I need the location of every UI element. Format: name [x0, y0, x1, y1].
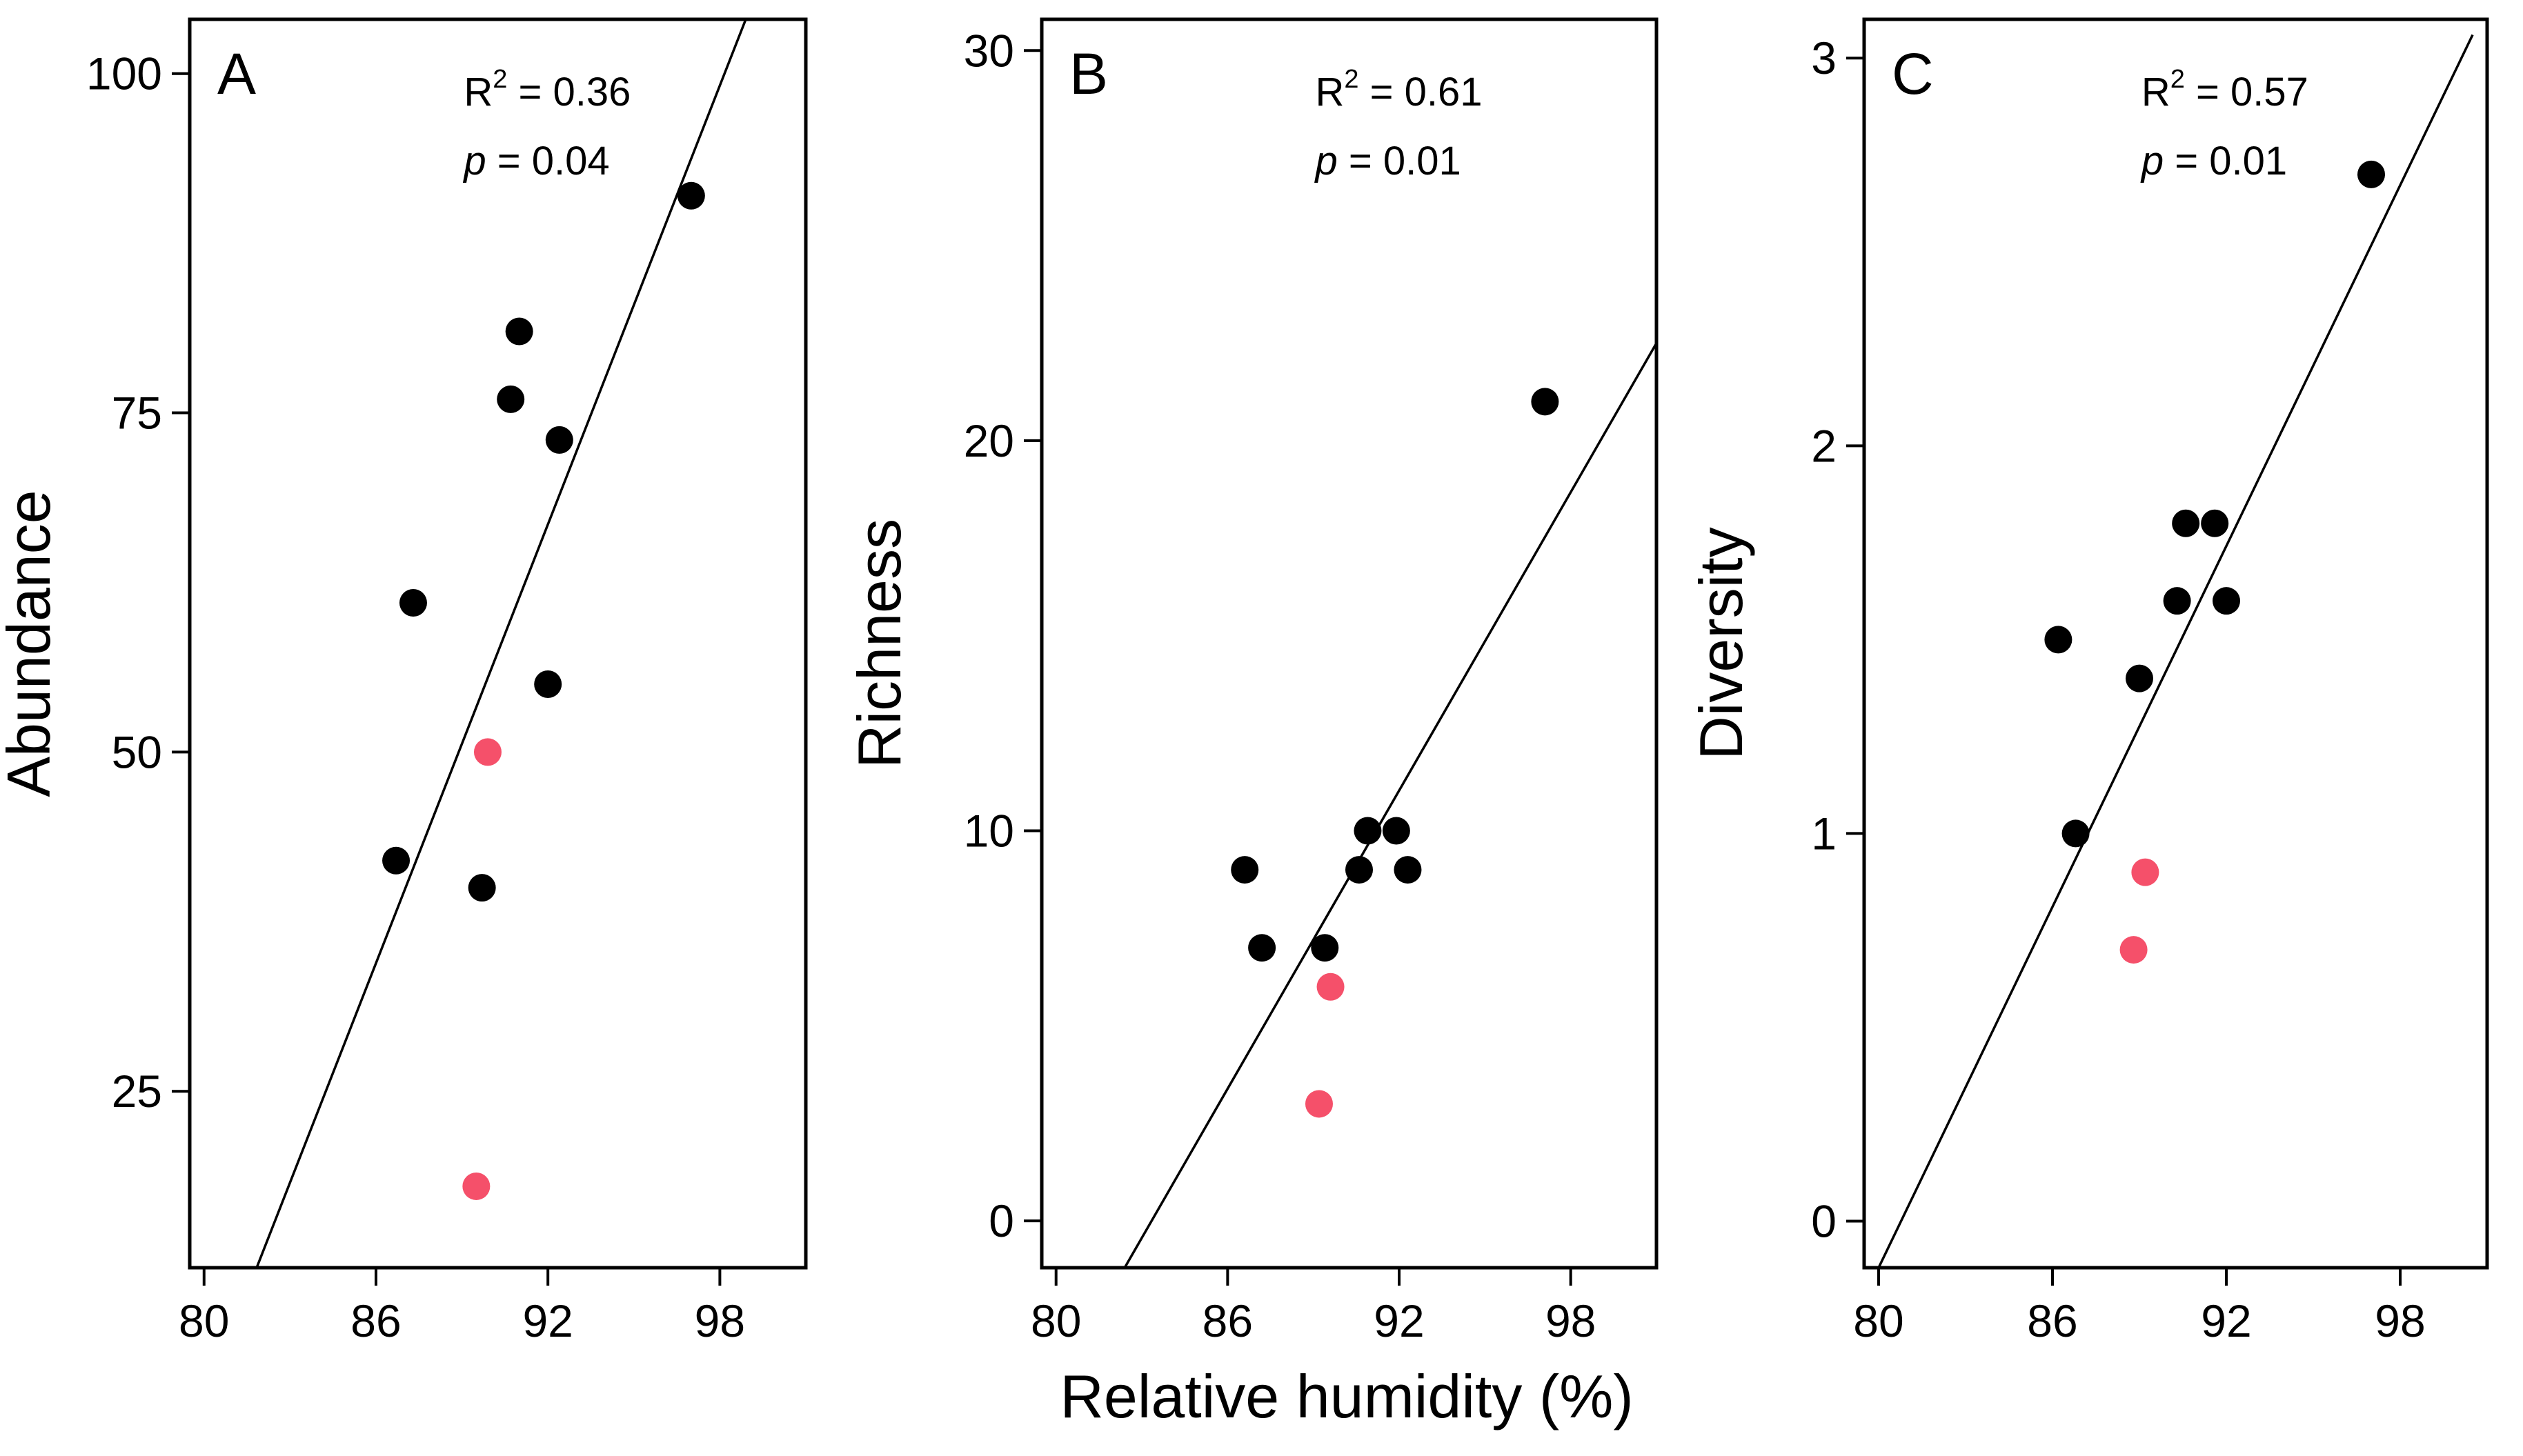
x-tick-label: 92 — [2201, 1295, 2251, 1346]
red-data-point — [2119, 936, 2148, 964]
p-value: = 0.01 — [2164, 139, 2287, 183]
r-squared-label: R2 = 0.61 — [1315, 65, 1482, 114]
x-tick-label: 86 — [350, 1295, 401, 1346]
r-squared-value: = 0.57 — [2185, 70, 2308, 114]
black-data-point — [1248, 934, 1276, 962]
r-squared-label: R2 = 0.57 — [2141, 65, 2308, 114]
x-tick-label: 80 — [1853, 1295, 1903, 1346]
y-tick-label: 2 — [1811, 420, 1837, 471]
plot-frame-b — [1040, 17, 1659, 1270]
p-symbol: p — [1314, 139, 1337, 183]
p-symbol: p — [462, 139, 486, 183]
black-data-point — [2044, 626, 2072, 654]
black-data-point — [2126, 664, 2153, 692]
red-data-point — [473, 738, 502, 766]
black-data-point — [1345, 856, 1374, 884]
panel-letter-a: A — [217, 41, 256, 106]
r-squared-exponent: 2 — [493, 65, 507, 94]
black-data-point — [2163, 587, 2191, 615]
r-squared-label: R2 = 0.36 — [464, 65, 631, 114]
black-data-point — [534, 670, 562, 699]
y-tick-label: 50 — [112, 726, 162, 777]
x-tick-label: 92 — [522, 1295, 573, 1346]
x-tick-label: 86 — [1203, 1295, 1253, 1346]
black-data-point — [468, 874, 496, 902]
x-tick-label: 86 — [2027, 1295, 2077, 1346]
black-data-point — [1231, 856, 1259, 884]
black-data-point — [1354, 817, 1382, 845]
plot-frame-a — [188, 17, 808, 1270]
panel-letter-c: C — [1892, 41, 1934, 106]
p-symbol: p — [2140, 139, 2164, 183]
black-data-point — [1394, 856, 1422, 884]
black-data-point — [2201, 509, 2229, 537]
y-tick-label: 20 — [964, 415, 1014, 466]
p-value: = 0.01 — [1338, 139, 1461, 183]
black-data-point — [1382, 817, 1410, 845]
y-axis-title-b: Richness — [845, 519, 913, 768]
y-tick-label: 10 — [964, 806, 1014, 857]
p-value-label: p = 0.01 — [2140, 139, 2287, 183]
black-data-point — [2357, 160, 2385, 188]
y-tick-label: 25 — [112, 1066, 162, 1117]
r-squared-value: = 0.61 — [1359, 70, 1483, 114]
r-squared-value: = 0.36 — [507, 70, 631, 114]
y-axis-title-c: Diversity — [1687, 527, 1755, 759]
red-data-point — [1316, 973, 1345, 1001]
black-data-point — [1311, 934, 1339, 962]
black-data-point — [2061, 819, 2090, 848]
r-squared-symbol: R — [2141, 70, 2170, 114]
regression-line — [1123, 342, 1656, 1268]
panel-b: 80 86 92 98 0 10 20 30 Richness B R2 = 0.61 p = 0.0… — [845, 17, 1659, 1346]
black-data-point — [497, 385, 525, 413]
regression-line — [255, 19, 747, 1268]
x-tick-label: 80 — [1031, 1295, 1081, 1346]
r-squared-exponent: 2 — [1344, 65, 1358, 94]
y-axis-title-a: Abundance — [0, 490, 63, 797]
red-data-point — [2131, 858, 2159, 886]
r-squared-symbol: R — [1315, 70, 1344, 114]
black-data-point — [399, 588, 427, 617]
y-tick-label: 30 — [964, 25, 1014, 76]
x-tick-label: 92 — [1374, 1295, 1424, 1346]
r-squared-symbol: R — [464, 70, 493, 114]
black-data-point — [382, 846, 410, 875]
panel-a: 80 86 92 98 25 50 75 100 Abundance A R2 = 0.36 p = … — [0, 17, 808, 1346]
regression-line — [1877, 34, 2474, 1268]
red-data-point — [462, 1172, 491, 1200]
y-tick-label: 0 — [989, 1195, 1014, 1246]
p-value-label: p = 0.01 — [1314, 139, 1461, 183]
r-squared-exponent: 2 — [2170, 65, 2185, 94]
plot-frame-c — [1862, 17, 2489, 1270]
panel-letter-b: B — [1069, 41, 1108, 106]
black-data-point — [2213, 587, 2240, 615]
x-tick-label: 98 — [2375, 1295, 2425, 1346]
black-data-point — [505, 317, 533, 346]
black-data-point — [677, 181, 705, 210]
x-axis-title: Relative humidity (%) — [1060, 1362, 1633, 1430]
red-data-point — [1305, 1090, 1333, 1118]
y-tick-label: 1 — [1811, 808, 1837, 859]
black-data-point — [2172, 509, 2200, 537]
y-tick-label: 3 — [1811, 32, 1837, 83]
y-tick-label: 0 — [1811, 1196, 1837, 1247]
y-tick-label: 100 — [86, 48, 162, 99]
p-value-label: p = 0.04 — [462, 139, 609, 183]
y-tick-label: 75 — [112, 388, 162, 439]
x-tick-label: 80 — [179, 1295, 229, 1346]
p-value: = 0.04 — [486, 139, 610, 183]
x-tick-label: 98 — [695, 1295, 745, 1346]
x-tick-label: 98 — [1545, 1295, 1596, 1346]
black-data-point — [1531, 388, 1559, 416]
black-data-point — [545, 426, 573, 454]
